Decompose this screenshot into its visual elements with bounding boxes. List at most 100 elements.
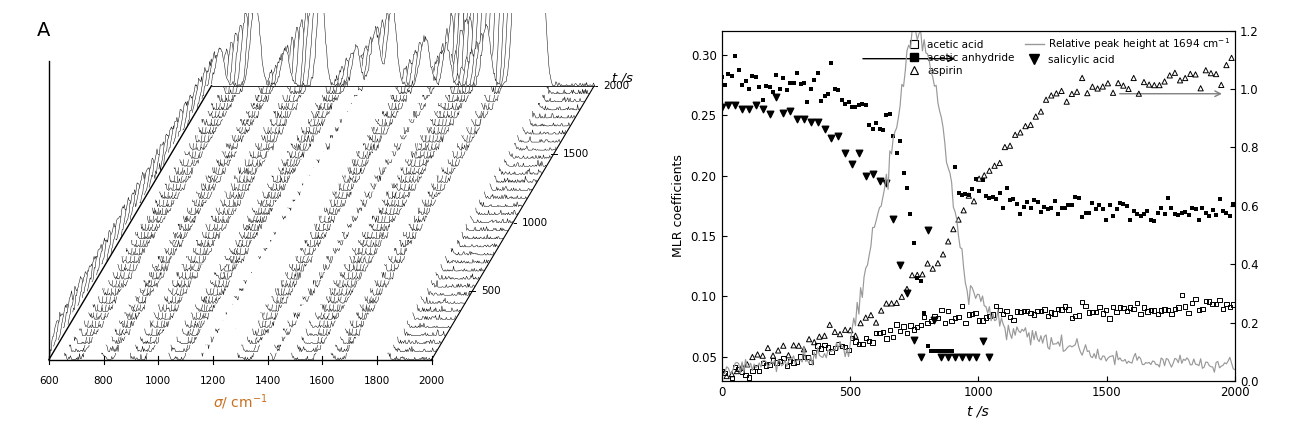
Point [824,85,845,92]
Point [1031,208,1052,215]
Point [1205,71,1226,78]
Point [952,191,972,198]
Point [718,71,738,78]
Text: t /s: t /s [612,71,633,84]
Point [974,172,995,179]
Point [1170,77,1191,84]
Point [841,161,862,168]
Point [835,150,855,157]
Point [1106,308,1127,315]
Point [758,344,779,351]
Point [1020,205,1041,212]
Point [958,311,979,318]
Point [893,323,914,330]
Point [1140,306,1161,313]
Point [1167,304,1188,311]
Point [1150,307,1171,314]
Point [822,60,842,67]
Point [753,105,774,112]
Point [1109,304,1130,311]
Point [975,314,996,321]
Point [855,102,876,109]
Point [745,364,766,371]
Point [807,342,828,349]
Point [850,320,871,327]
Point [1041,204,1062,211]
Point [753,352,774,359]
Point [989,189,1010,196]
Point [862,339,883,346]
Point [910,277,931,284]
Point [945,163,966,170]
Point [963,198,984,205]
Point [1061,314,1082,321]
Point [1058,306,1079,313]
Point [711,104,732,111]
Point [1102,89,1123,96]
Point [927,347,948,354]
Point [814,332,835,339]
Point [807,118,828,125]
Point [747,351,768,358]
Point [1119,304,1140,311]
Point [945,353,966,360]
Point [893,170,914,177]
Point [1180,71,1201,78]
Point [1213,208,1234,215]
Point [1128,90,1149,97]
Text: $\sigma$/ cm$^{-1}$: $\sigma$/ cm$^{-1}$ [213,392,268,412]
Point [1075,303,1096,310]
Point [1079,209,1100,216]
Point [855,334,876,341]
Point [759,361,780,368]
Point [920,347,941,354]
Point [1171,210,1192,217]
Point [838,98,859,105]
Point [1000,314,1021,321]
Point [1086,308,1106,315]
Point [918,343,939,350]
Point [892,293,913,300]
Point [1130,311,1150,318]
Text: 600: 600 [39,376,58,386]
Point [1113,304,1134,311]
Text: 500: 500 [481,286,500,296]
Point [1089,304,1110,311]
Point [1010,129,1031,136]
Point [914,314,935,321]
Point [1027,308,1048,315]
Point [845,338,866,345]
Point [966,309,987,316]
Point [1167,212,1188,219]
Point [779,352,800,359]
Point [734,78,755,85]
Point [1210,81,1231,88]
Point [1071,213,1092,220]
Point [897,286,918,293]
Point [819,321,840,328]
Point [835,343,855,350]
Point [831,96,852,103]
Point [866,330,887,337]
Point [1037,313,1058,320]
Point [1134,210,1154,217]
Text: 1800: 1800 [364,376,390,386]
Point [1202,301,1223,308]
Point [897,329,918,336]
Point [788,342,809,349]
Text: 1200: 1200 [200,376,226,386]
Point [728,67,749,74]
Point [774,110,794,117]
Text: 1000: 1000 [146,376,172,386]
Point [1108,80,1128,87]
Point [734,372,755,379]
Point [922,265,942,272]
Point [924,316,945,323]
Point [935,347,956,354]
Point [776,362,797,369]
Point [924,347,945,354]
Point [838,346,859,353]
Point [1023,311,1044,318]
Point [1017,199,1037,206]
Point [763,88,784,95]
